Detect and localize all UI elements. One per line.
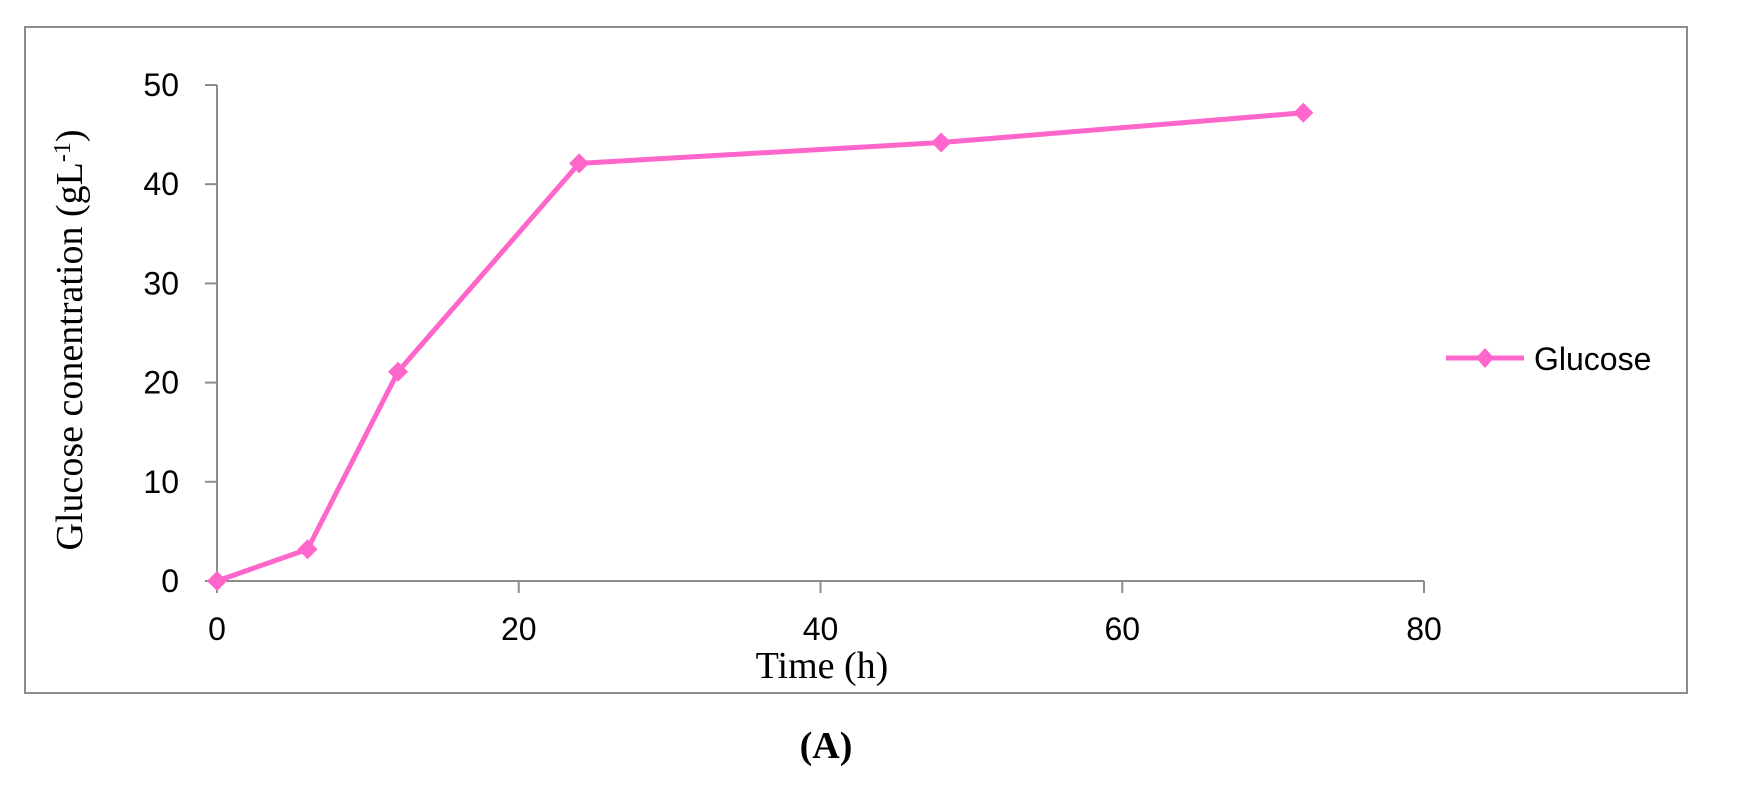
series-layer	[207, 102, 1314, 591]
data-point-glucose	[207, 571, 227, 591]
panel-label: (A)	[800, 725, 853, 767]
legend-label-glucose: Glucose	[1534, 341, 1651, 377]
y-axis-title-main: Glucose conentration (gL	[49, 162, 91, 550]
y-axis-title: Glucose conentration (gL-1)	[49, 130, 91, 551]
x-tick-label: 0	[208, 611, 226, 647]
y-tick-label: 20	[143, 365, 179, 401]
x-axis-title: Time (h)	[756, 645, 889, 687]
legend-marker-glucose	[1476, 348, 1494, 368]
data-point-glucose	[569, 153, 590, 174]
y-tick-label: 0	[161, 563, 179, 599]
legend: Glucose	[1446, 341, 1651, 377]
y-tick-label: 50	[143, 67, 179, 103]
x-tick-label: 40	[803, 611, 839, 647]
x-tick-label: 80	[1406, 611, 1442, 647]
y-tick-label: 30	[143, 265, 179, 301]
y-axis-title-close: )	[49, 130, 91, 143]
y-tick-label: 40	[143, 166, 179, 202]
x-tick-label: 20	[501, 611, 537, 647]
y-axis-title-superscript: -1	[50, 142, 76, 162]
data-point-glucose	[931, 132, 952, 153]
data-point-glucose	[1293, 102, 1314, 123]
data-point-glucose	[297, 539, 318, 560]
series-line-glucose	[214, 110, 1306, 584]
y-tick-label: 10	[143, 464, 179, 500]
y-axis-ticks: 0 10 20 30 40 50	[143, 67, 217, 599]
x-tick-label: 60	[1104, 611, 1140, 647]
chart-frame	[24, 26, 1688, 694]
data-point-glucose	[388, 361, 409, 382]
